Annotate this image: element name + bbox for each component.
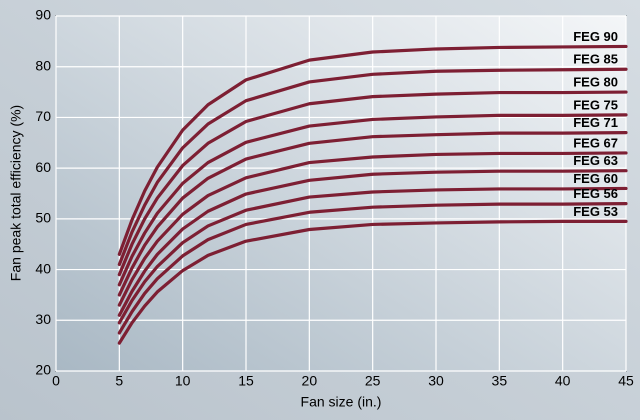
series-label: FEG 75 [573,97,618,112]
y-tick-label: 90 [35,7,51,23]
series-line [117,90,628,277]
series-label: FEG 71 [573,115,618,130]
series-line [117,169,628,317]
y-tick-label: 40 [35,260,51,276]
series-label: FEG 80 [573,75,618,90]
series-label: FEG 67 [573,135,618,150]
x-tick-label: 35 [492,373,508,389]
series-line [117,44,628,256]
y-tick-label: 70 [35,108,51,124]
y-tick-label: 60 [35,159,51,175]
x-tick-label: 5 [115,373,123,389]
series-line [117,131,628,297]
series-line [117,67,628,267]
x-tick-label: 20 [302,373,318,389]
y-axis-title: Fan peak total efficiency (%) [8,105,24,281]
y-tick-label: 50 [35,210,51,226]
x-tick-label: 45 [618,373,634,389]
series-label: FEG 90 [573,29,618,44]
series-line [117,151,628,307]
series-label: FEG 85 [573,52,618,67]
series-label: FEG 53 [573,204,618,219]
x-tick-label: 10 [175,373,191,389]
series-line [117,202,628,335]
y-tick-label: 80 [35,57,51,73]
x-tick-label: 0 [52,373,60,389]
y-tick-label: 20 [35,362,51,378]
x-tick-label: 30 [428,373,444,389]
series-line [117,113,628,287]
x-tick-label: 25 [365,373,381,389]
x-tick-label: 15 [238,373,254,389]
series-label: FEG 63 [573,153,618,168]
x-tick-label: 40 [555,373,571,389]
series-label: FEG 60 [573,171,618,186]
series-line [117,186,628,325]
x-axis-title: Fan size (in.) [301,394,382,410]
series-label: FEG 56 [573,186,618,201]
series-line [117,219,628,345]
y-tick-label: 30 [35,311,51,327]
